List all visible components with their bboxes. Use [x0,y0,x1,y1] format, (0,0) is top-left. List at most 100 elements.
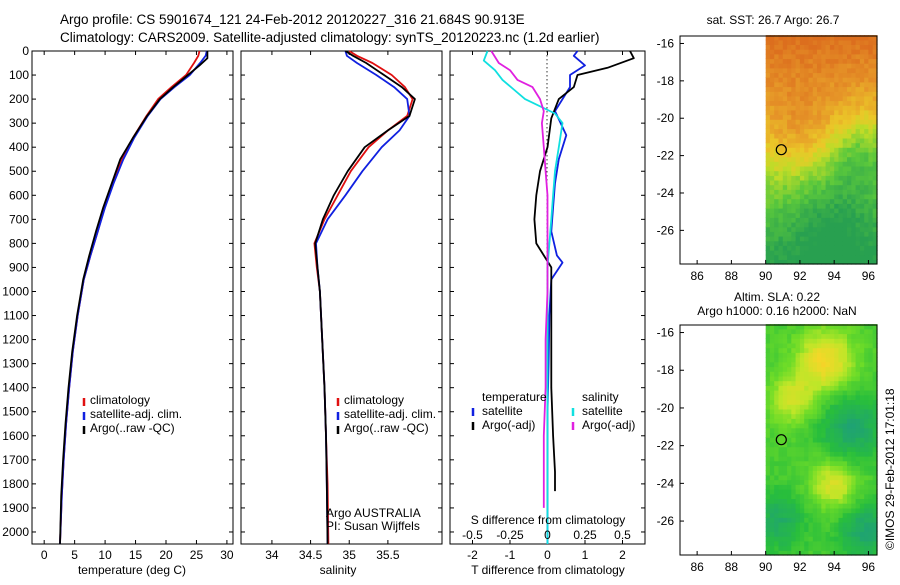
sla-map-cell [769,357,775,363]
sla-map-cell [834,512,840,518]
sst-map-cell [829,184,835,190]
sla-map-cell [829,366,835,372]
sst-map-cell [778,245,784,251]
sla-map-cell [825,484,831,490]
sst-map-cell [825,222,831,228]
sst-map-cell [782,231,788,237]
sla-map-cell [795,404,801,410]
sla-map-cell [804,545,810,551]
sst-map-cell [769,49,775,55]
sla-map-cell [817,550,822,556]
sst-map-cell [804,53,810,60]
sst-map-cell [799,184,805,190]
sst-map-cell [842,165,848,172]
sla-map-cell [842,526,848,532]
difference-series-temperature-argo-adj- [533,50,635,492]
sst-map-cell [817,81,822,88]
sst-map-cell [799,49,805,55]
sst-map-cell [769,179,775,186]
sst-map-cell [778,189,784,195]
sla-map-cell [812,418,818,424]
sla-map-cell [829,493,835,499]
sst-map-cell [799,240,805,246]
sst-map-cell [765,189,771,195]
sla-map-cell [782,446,788,452]
sst-map-cell [834,254,840,260]
sst-map-cell [851,77,857,83]
sst-map-cell [842,123,848,130]
sla-map-cell [817,493,822,499]
sla-map-cell [864,507,870,514]
sst-map-cell [791,217,797,223]
sla-map-cell [859,489,865,495]
sst-map-cell [829,212,835,218]
sst-map-cell [821,114,827,120]
sst-map-cell [829,86,835,92]
sst-map-cell [808,203,814,209]
sst-map-cell [847,226,852,232]
sst-map-cell [838,250,844,256]
sla-map-cell [851,460,857,466]
sla-map-cell [842,522,848,528]
sla-map-cell [787,357,792,363]
sst-map-cell [851,137,857,144]
sst-map-cell [825,58,831,64]
sst-map-cell [838,156,844,162]
sla-map-cell [859,507,865,514]
sst-map-cell [859,222,865,228]
sla-map-cell [829,470,835,476]
sst-map-cell [769,39,775,45]
sst-map-cell [782,156,788,162]
sst-map-cell [847,91,852,97]
sst-map-cell [774,109,780,116]
sla-map-cell [795,399,801,405]
sla-map-cell [791,550,797,556]
sst-map-cell [829,72,835,78]
sla-map-cell [872,399,878,405]
sst-map-cell [812,250,818,256]
sla-map-subtitle: Argo h1000: 0.16 h2000: NaN [697,304,856,318]
sla-map-cell [769,441,775,448]
sla-map-cell [847,550,852,556]
sst-map-cell [817,226,822,232]
sst-map-cell [842,49,848,55]
sst-map-cell [765,44,771,50]
sst-map-cell [838,81,844,88]
sst-map-cell [829,170,835,176]
sst-map-cell [859,109,865,116]
sst-map-cell [774,259,780,265]
sla-map-cell [825,460,831,466]
sst-map-cell [851,35,857,41]
sla-map-cell [774,540,780,547]
sst-map-cell [847,250,852,256]
sst-map-cell [829,114,835,120]
sst-map-cell [774,133,780,139]
sla-map-cell [817,361,822,368]
sst-map-cell [825,119,831,125]
sla-map-cell [859,399,865,405]
sla-map-cell [864,404,870,410]
sla-map-cell [808,408,814,415]
sst-map-cell [791,133,797,139]
sla-map-cell [808,357,814,363]
sla-map-cell [812,352,818,358]
sst-map-cell [868,39,874,45]
sla-map-cell [817,352,822,358]
sla-map-cell [769,531,775,537]
sla-map-cell [778,456,784,462]
sst-map-cell [851,39,857,45]
sst-map-cell [838,254,844,260]
sst-map-cell [812,170,818,176]
sst-map-cell [774,137,780,144]
sst-map-cell [842,175,848,181]
sst-map-cell [851,179,857,186]
sst-map-cell [808,198,814,204]
sla-map-cell [829,474,835,481]
sst-map-cell [791,53,797,60]
sst-map-cell [821,193,827,200]
sst-map-cell [787,137,792,144]
sst-map-cell [812,156,818,162]
sla-map-cell [808,394,814,401]
sst-map-cell [855,207,861,214]
sst-map-cell [829,240,835,246]
